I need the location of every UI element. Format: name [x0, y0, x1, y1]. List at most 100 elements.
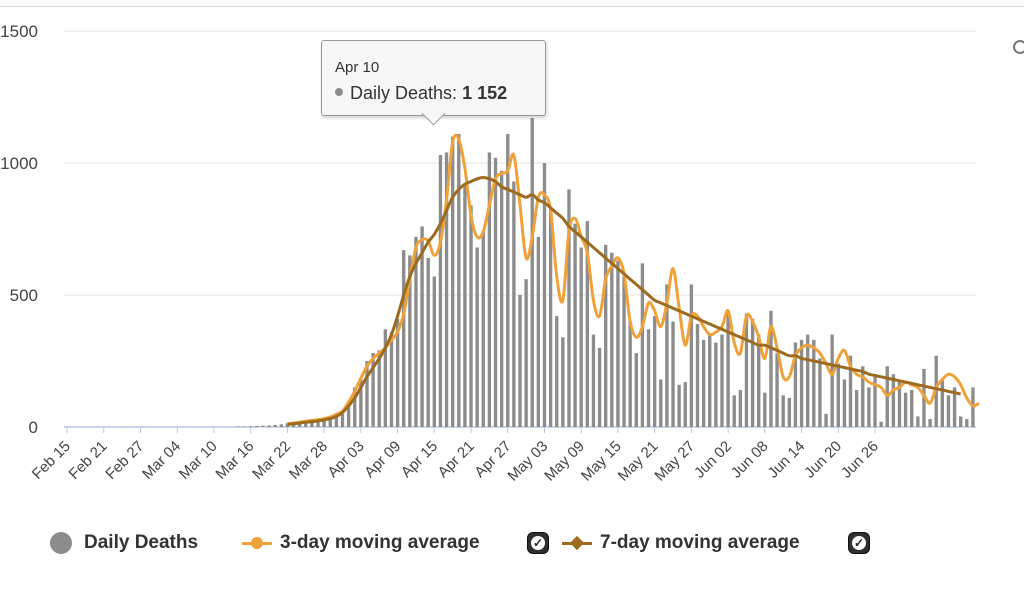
bar[interactable]: [805, 334, 810, 427]
bar[interactable]: [646, 329, 651, 427]
bar[interactable]: [377, 350, 381, 427]
bar[interactable]: [261, 425, 265, 427]
bar[interactable]: [677, 384, 681, 427]
bar[interactable]: [291, 423, 296, 427]
bar[interactable]: [744, 313, 749, 427]
bar[interactable]: [830, 334, 834, 427]
bar[interactable]: [689, 284, 694, 427]
bar[interactable]: [365, 361, 369, 427]
legend-item-daily-deaths[interactable]: Daily Deaths: [50, 527, 198, 559]
bar[interactable]: [824, 413, 828, 427]
bar[interactable]: [475, 247, 479, 427]
bar[interactable]: [757, 334, 761, 427]
bar[interactable]: [836, 363, 840, 427]
bar[interactable]: [561, 337, 565, 427]
bar[interactable]: [597, 347, 602, 427]
bar[interactable]: [775, 353, 779, 427]
bar[interactable]: [854, 390, 859, 427]
bar[interactable]: [818, 358, 822, 427]
bar[interactable]: [965, 419, 969, 427]
bar[interactable]: [512, 181, 516, 427]
bar[interactable]: [542, 163, 547, 427]
bar[interactable]: [708, 334, 712, 427]
bar[interactable]: [463, 184, 467, 427]
legend-item-ma3[interactable]: 3-day moving average: [242, 527, 480, 559]
bar[interactable]: [903, 392, 908, 427]
bar[interactable]: [438, 155, 443, 427]
bar[interactable]: [359, 379, 363, 427]
bar[interactable]: [444, 152, 449, 427]
bar[interactable]: [402, 250, 406, 427]
bar[interactable]: [432, 276, 436, 427]
bar[interactable]: [891, 374, 896, 427]
bar[interactable]: [579, 247, 583, 427]
bar[interactable]: [683, 382, 687, 427]
bar[interactable]: [530, 118, 534, 428]
bar[interactable]: [873, 376, 877, 427]
bar[interactable]: [273, 424, 277, 427]
bar[interactable]: [487, 152, 492, 427]
bar[interactable]: [236, 426, 241, 427]
bar[interactable]: [634, 353, 638, 427]
bar[interactable]: [750, 318, 755, 427]
bar[interactable]: [769, 310, 773, 427]
bar[interactable]: [793, 342, 798, 427]
bar[interactable]: [616, 260, 620, 427]
bar[interactable]: [928, 419, 932, 427]
bar[interactable]: [242, 426, 247, 427]
bar[interactable]: [738, 390, 743, 427]
line-7-day-moving-average[interactable]: [287, 176, 961, 426]
bar[interactable]: [340, 413, 345, 427]
bar[interactable]: [524, 279, 528, 427]
bar[interactable]: [493, 157, 498, 427]
bar[interactable]: [255, 425, 259, 427]
bar[interactable]: [353, 387, 357, 427]
bar[interactable]: [714, 342, 718, 427]
bar[interactable]: [720, 334, 724, 427]
bar[interactable]: [346, 405, 351, 427]
bar[interactable]: [328, 419, 332, 427]
bar[interactable]: [659, 379, 663, 427]
bar[interactable]: [622, 276, 626, 427]
bar[interactable]: [726, 310, 730, 427]
bar[interactable]: [763, 392, 767, 427]
bar[interactable]: [469, 205, 473, 427]
bar[interactable]: [867, 387, 871, 427]
bar[interactable]: [732, 395, 736, 427]
bar[interactable]: [316, 421, 320, 427]
legend-item-ma7[interactable]: 7-day moving average: [562, 527, 800, 559]
line-3-day-moving-average[interactable]: [287, 133, 980, 426]
bar[interactable]: [604, 244, 608, 427]
bar[interactable]: [652, 316, 657, 427]
bar[interactable]: [518, 295, 522, 427]
bar[interactable]: [408, 255, 412, 427]
bar[interactable]: [940, 379, 945, 427]
bar[interactable]: [897, 379, 902, 427]
bar[interactable]: [279, 424, 283, 427]
partial-menu-icon[interactable]: [1013, 40, 1024, 54]
bar[interactable]: [848, 355, 853, 427]
bar[interactable]: [414, 236, 418, 427]
bar[interactable]: [665, 284, 669, 427]
bar[interactable]: [946, 395, 951, 427]
bar[interactable]: [812, 339, 816, 427]
bar[interactable]: [555, 316, 559, 427]
bar[interactable]: [787, 397, 791, 427]
bar[interactable]: [781, 395, 785, 427]
bar[interactable]: [959, 416, 963, 427]
bar[interactable]: [322, 417, 326, 427]
bar[interactable]: [457, 133, 461, 427]
bar[interactable]: [910, 390, 914, 427]
bar[interactable]: [799, 339, 804, 427]
bar[interactable]: [395, 318, 400, 427]
bar[interactable]: [536, 236, 541, 427]
bar[interactable]: [420, 226, 424, 427]
bar[interactable]: [285, 423, 290, 427]
bar[interactable]: [695, 324, 700, 427]
bar[interactable]: [267, 425, 271, 427]
bar[interactable]: [506, 133, 510, 427]
bar[interactable]: [499, 170, 504, 428]
bar[interactable]: [585, 221, 590, 427]
bar[interactable]: [371, 353, 375, 427]
bar[interactable]: [952, 387, 957, 427]
